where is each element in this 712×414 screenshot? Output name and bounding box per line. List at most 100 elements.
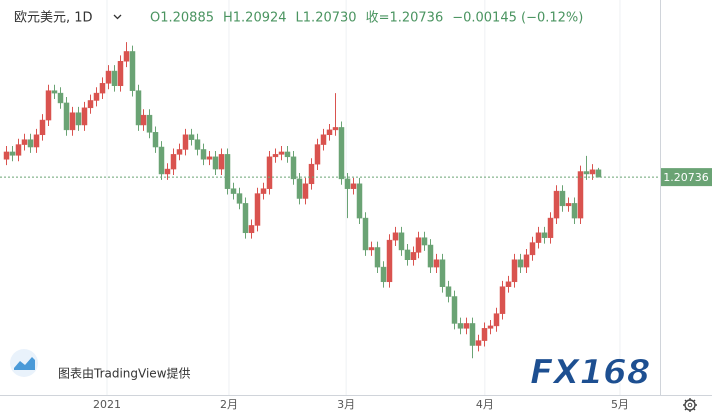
candle-body [99,83,106,94]
candle-body [27,139,34,148]
interval-chevron[interactable] [113,14,122,20]
candle-body [308,163,315,185]
candle-body [200,149,207,160]
candle-body [93,92,100,101]
last-price-label: 1.20736 [663,171,709,184]
candle-body [194,139,201,150]
candle-body [583,171,590,175]
attribution[interactable]: 图表由TradingView提供 [58,366,191,381]
candle-body [356,183,363,219]
candle-body [529,242,536,256]
symbol-label[interactable]: 欧元美元, 1D [14,11,93,26]
candle-body [296,178,303,199]
x-tick-label: 2021 [93,398,121,411]
candle-body [541,232,548,238]
tradingview-logo [10,349,38,377]
candle-body [517,259,524,268]
candle-body [493,313,500,327]
candle-body [487,325,494,329]
candle-body [260,188,267,194]
candle-body [380,266,387,283]
last-price-badge [661,168,712,187]
candle-body [81,107,88,126]
candle-body [33,134,40,148]
candle-body [3,151,10,160]
candle-body [499,286,506,314]
candle-body [140,114,147,126]
candle-body [398,232,405,251]
candle-body [105,70,112,84]
candle-body [475,340,482,346]
candle-body [344,178,351,189]
candle-body [445,286,452,297]
candle-body [272,154,279,158]
candle-body [39,119,46,136]
candle-body [176,149,183,155]
candle-body [218,154,225,170]
candle-body [505,281,512,287]
candle-body [392,232,399,241]
candle-body [87,100,94,109]
candle-body [326,129,333,136]
candle-body [111,70,118,87]
candle-body [21,139,28,145]
candle-body [117,61,124,87]
candle-body [511,259,518,283]
candle-body [523,254,530,268]
candle-body [320,134,327,145]
candle-body [152,132,159,148]
candles [3,42,602,359]
candle-body [254,193,261,226]
candle-body [565,203,572,207]
candle-body [571,203,578,219]
ohlc-value: −0.00145 (−0.12%) [452,11,583,26]
candle-body [63,102,70,131]
candle-body [332,127,339,131]
candle-body [146,114,153,133]
candle-body [212,156,219,170]
candle-body [457,323,464,329]
candle-body [290,156,297,180]
candle-body [266,156,273,189]
candle-body [15,144,22,156]
candle-body [135,90,142,126]
candle-body [57,92,64,104]
ohlc-value: L1.20730 [296,11,357,26]
candle-body [386,239,393,283]
candle-body [595,169,602,178]
candle-body [69,112,76,131]
candle-body [338,127,345,180]
grid [106,0,621,395]
candle-body [278,151,285,155]
settings-icon[interactable] [683,398,697,412]
candle-body [188,134,195,140]
candle-body [404,249,411,260]
ohlc-legend: O1.20885 H1.20924 L1.20730 收=1.20736 −0.0014… [150,11,583,26]
candle-body [439,259,446,287]
candle-body [51,90,58,94]
candle-body [547,217,554,238]
candle-body [123,51,130,62]
ohlc-value: 收=1.20736 [366,11,444,26]
candle-body [421,237,428,246]
watermark: FX168 [530,353,650,393]
candle-body [129,51,136,91]
x-tick-label: 5月 [611,398,629,411]
candle-body [284,151,291,158]
candle-body [481,328,488,341]
candle-body [577,171,584,219]
candle-body [433,259,440,268]
candle-body [553,190,560,219]
x-tick-label: 3月 [337,398,355,411]
candle-body [45,90,52,121]
candle-body [206,156,213,160]
candle-body [410,252,417,260]
candle-body [230,188,237,194]
candle-body [374,247,381,268]
candle-body [463,323,470,329]
candle-body [559,190,566,207]
x-tick-label: 4月 [476,398,494,411]
candle-body [158,146,165,175]
